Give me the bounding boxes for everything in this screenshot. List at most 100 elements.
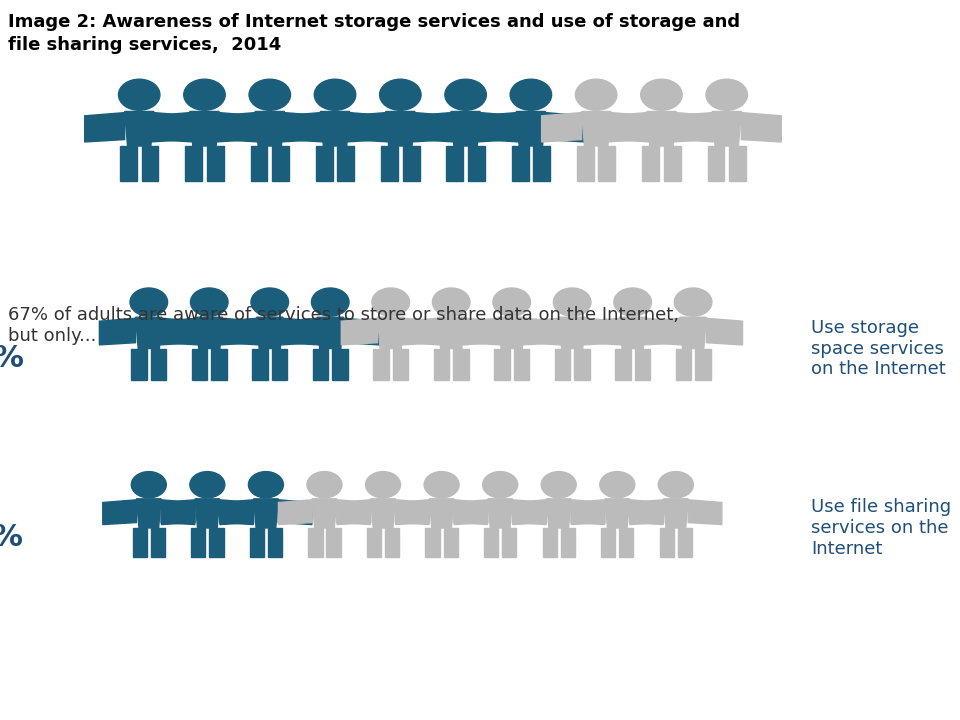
Polygon shape: [676, 348, 691, 380]
Polygon shape: [513, 500, 546, 525]
Polygon shape: [344, 318, 379, 345]
Polygon shape: [607, 112, 647, 142]
Polygon shape: [150, 112, 190, 142]
Polygon shape: [630, 500, 663, 525]
Polygon shape: [571, 500, 605, 525]
Polygon shape: [601, 528, 615, 557]
Polygon shape: [253, 499, 278, 528]
Polygon shape: [280, 112, 321, 142]
Polygon shape: [498, 318, 525, 348]
Polygon shape: [646, 318, 682, 345]
Polygon shape: [476, 112, 516, 142]
Polygon shape: [219, 112, 259, 142]
Polygon shape: [316, 146, 333, 181]
Polygon shape: [678, 528, 692, 557]
Polygon shape: [480, 112, 520, 142]
Circle shape: [251, 288, 289, 316]
Polygon shape: [708, 146, 725, 181]
Circle shape: [674, 288, 712, 316]
Polygon shape: [192, 348, 207, 380]
Polygon shape: [377, 318, 404, 348]
Text: file sharing services,  2014: file sharing services, 2014: [8, 36, 281, 54]
Circle shape: [600, 472, 635, 498]
Polygon shape: [160, 318, 196, 345]
Polygon shape: [465, 318, 500, 345]
Circle shape: [190, 472, 225, 498]
Text: 25%: 25%: [0, 523, 24, 552]
Polygon shape: [211, 348, 227, 380]
Polygon shape: [574, 348, 589, 380]
Polygon shape: [396, 500, 429, 525]
Polygon shape: [523, 318, 559, 345]
Polygon shape: [326, 528, 341, 557]
Polygon shape: [615, 348, 631, 380]
Circle shape: [553, 288, 591, 316]
Circle shape: [118, 79, 160, 110]
Circle shape: [432, 288, 470, 316]
Polygon shape: [162, 318, 198, 345]
Circle shape: [492, 288, 531, 316]
Polygon shape: [660, 528, 674, 557]
Polygon shape: [190, 112, 219, 146]
Circle shape: [640, 79, 683, 110]
Polygon shape: [425, 528, 440, 557]
Polygon shape: [561, 528, 575, 557]
Polygon shape: [513, 500, 546, 525]
Polygon shape: [154, 112, 194, 142]
Polygon shape: [185, 146, 203, 181]
Polygon shape: [512, 146, 529, 181]
Polygon shape: [463, 318, 498, 345]
Polygon shape: [255, 112, 284, 146]
Polygon shape: [488, 499, 513, 528]
Polygon shape: [468, 146, 485, 181]
Polygon shape: [381, 146, 398, 181]
Polygon shape: [151, 528, 165, 557]
Polygon shape: [221, 318, 256, 345]
Circle shape: [311, 288, 349, 316]
Polygon shape: [688, 500, 722, 525]
Polygon shape: [453, 348, 468, 380]
Polygon shape: [555, 348, 570, 380]
Circle shape: [249, 79, 291, 110]
Polygon shape: [196, 318, 223, 348]
Polygon shape: [272, 348, 287, 380]
Polygon shape: [402, 146, 420, 181]
Circle shape: [307, 472, 342, 498]
Polygon shape: [135, 318, 162, 348]
Text: Use storage
space services
on the Internet: Use storage space services on the Intern…: [811, 319, 946, 378]
Polygon shape: [337, 500, 371, 525]
Polygon shape: [707, 318, 742, 345]
Polygon shape: [429, 499, 454, 528]
Polygon shape: [571, 500, 605, 525]
Polygon shape: [220, 500, 253, 525]
Polygon shape: [577, 146, 594, 181]
Polygon shape: [541, 112, 582, 142]
Polygon shape: [313, 348, 328, 380]
Polygon shape: [542, 528, 557, 557]
Polygon shape: [161, 500, 195, 525]
Polygon shape: [206, 146, 224, 181]
Polygon shape: [256, 318, 283, 348]
Polygon shape: [393, 348, 408, 380]
Polygon shape: [342, 318, 377, 345]
Polygon shape: [385, 528, 399, 557]
Polygon shape: [332, 348, 348, 380]
Polygon shape: [533, 146, 550, 181]
Text: Use file sharing
services on the
Internet: Use file sharing services on the Interne…: [811, 498, 951, 558]
Polygon shape: [367, 528, 381, 557]
Polygon shape: [215, 112, 255, 142]
Polygon shape: [120, 146, 137, 181]
Polygon shape: [545, 112, 586, 142]
Polygon shape: [278, 500, 312, 525]
Circle shape: [659, 472, 693, 498]
Polygon shape: [220, 500, 253, 525]
Polygon shape: [635, 348, 650, 380]
Polygon shape: [251, 146, 268, 181]
Polygon shape: [373, 348, 389, 380]
Polygon shape: [494, 348, 510, 380]
Polygon shape: [586, 318, 621, 345]
Polygon shape: [272, 146, 289, 181]
Polygon shape: [605, 499, 630, 528]
Polygon shape: [396, 500, 429, 525]
Polygon shape: [514, 348, 529, 380]
